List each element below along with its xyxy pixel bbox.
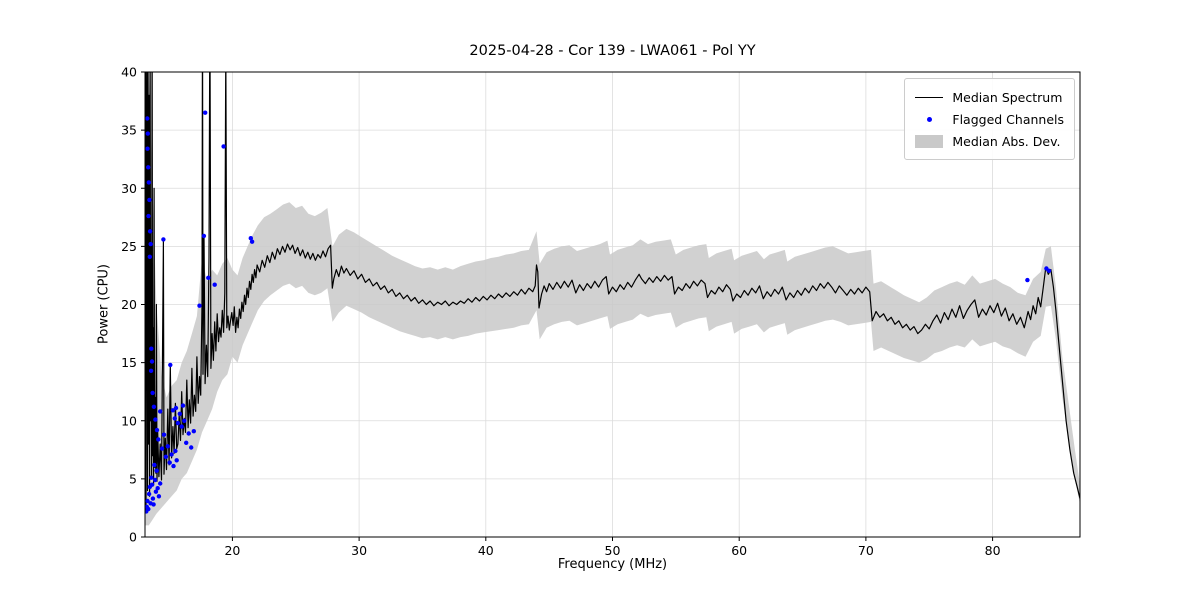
y-axis-label: Power (CPU) <box>96 263 112 345</box>
legend: Median Spectrum Flagged Channels Median … <box>904 78 1075 160</box>
x-tick-label: 70 <box>858 543 874 558</box>
legend-item-median-abs-dev: Median Abs. Dev. <box>914 130 1064 152</box>
legend-label: Median Spectrum <box>952 89 1063 105</box>
axis-ticks <box>141 71 994 541</box>
y-tick-label: 0 <box>129 530 137 545</box>
x-axis-label: Frequency (MHz) <box>557 557 668 572</box>
x-tick-label: 50 <box>605 543 621 558</box>
y-tick-label: 35 <box>121 123 137 138</box>
mad-patch-swatch-icon <box>914 134 944 148</box>
legend-label: Flagged Channels <box>952 111 1064 127</box>
y-tick-label: 5 <box>129 471 137 486</box>
legend-item-median-spectrum: Median Spectrum <box>914 86 1064 108</box>
y-tick-label: 15 <box>121 355 137 370</box>
y-tick-label: 20 <box>121 297 137 312</box>
median-line-swatch-icon <box>914 96 944 98</box>
y-tick-label: 30 <box>121 181 137 196</box>
mad-band <box>145 72 1080 526</box>
y-tick-label: 40 <box>121 65 137 80</box>
legend-item-flagged-channels: Flagged Channels <box>914 108 1064 130</box>
legend-label: Median Abs. Dev. <box>952 133 1061 149</box>
x-tick-label: 20 <box>224 543 240 558</box>
flagged-channels-points <box>145 110 1052 514</box>
y-tick-label: 25 <box>121 239 137 254</box>
x-tick-label: 40 <box>478 543 494 558</box>
tick-labels: 20 30 40 50 60 70 80 0 5 10 15 20 25 30 35 40 <box>121 65 1000 559</box>
median-spectrum-line <box>145 72 1080 511</box>
flagged-dot-swatch-icon <box>914 116 944 122</box>
x-tick-label: 30 <box>351 543 367 558</box>
x-tick-label: 60 <box>731 543 747 558</box>
chart-title: 2025-04-28 - Cor 139 - LWA061 - Pol YY <box>469 43 756 59</box>
y-tick-label: 10 <box>121 413 137 428</box>
x-tick-label: 80 <box>985 543 1001 558</box>
